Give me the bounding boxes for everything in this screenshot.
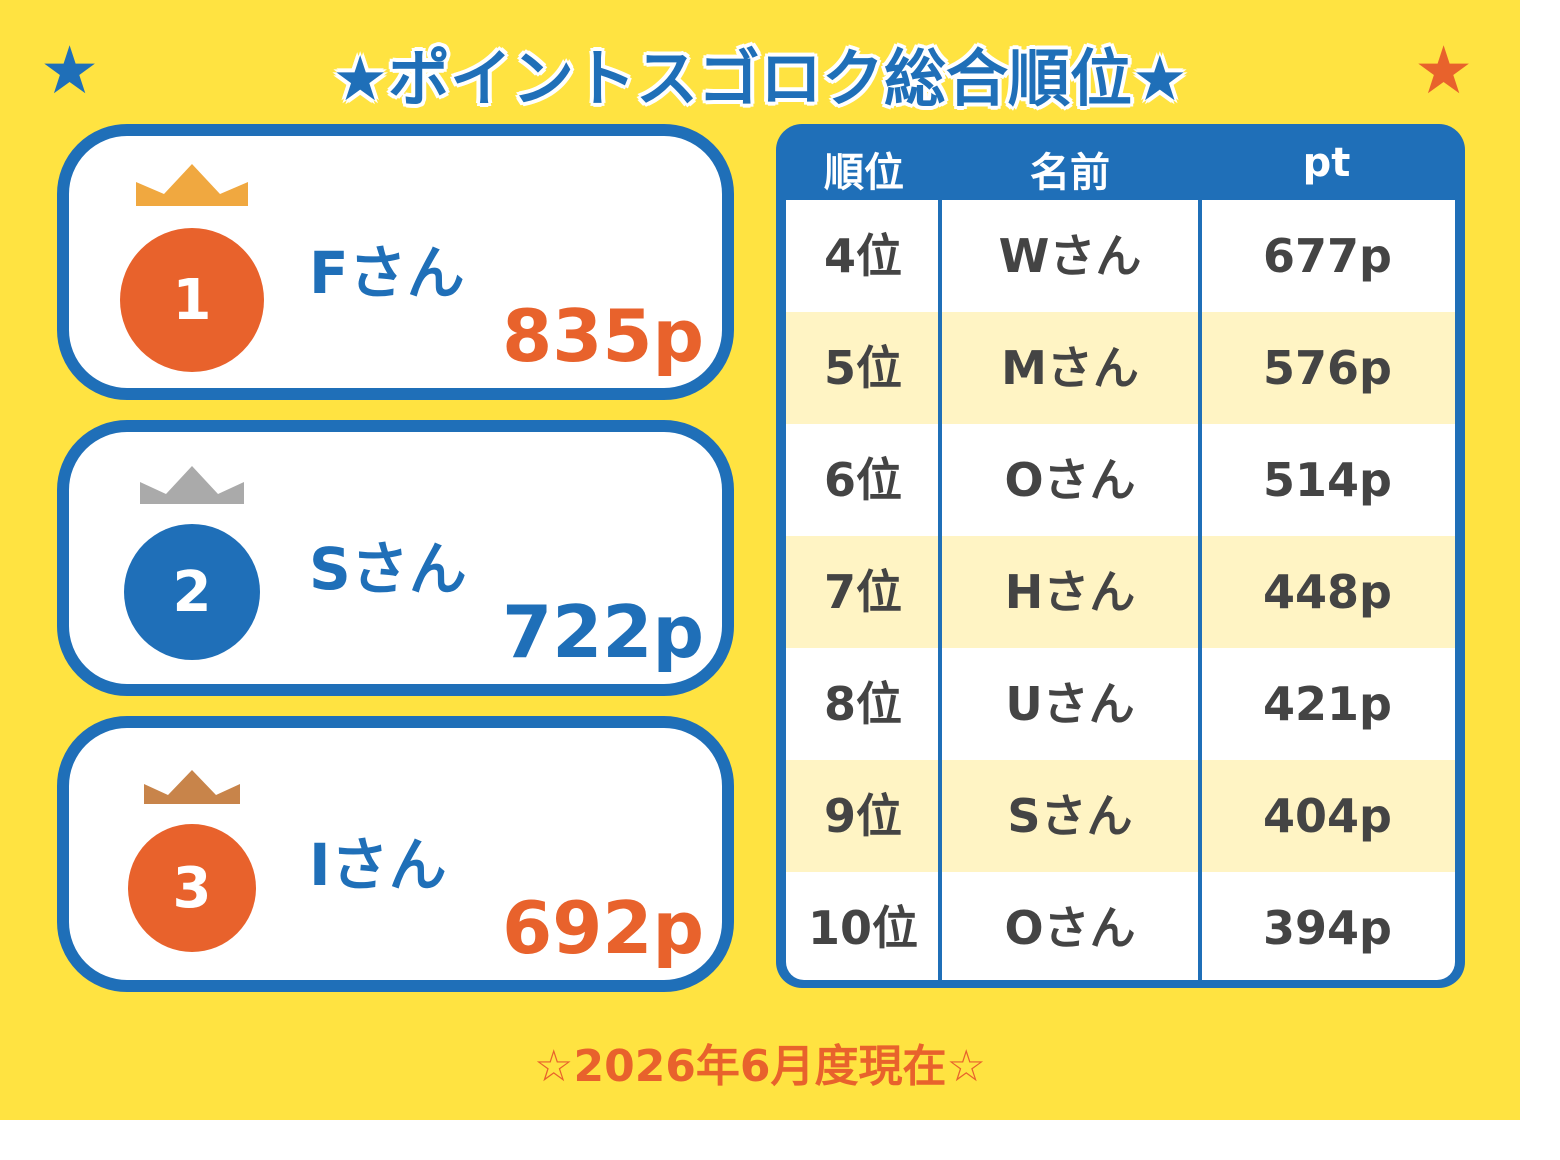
podium-name-1: Fさん [309,239,465,307]
row-name: Hさん [1004,565,1136,619]
podium-points-2: 722p [502,590,704,674]
podium-points-1: 835p [502,294,704,378]
row-pt: 514p [1263,453,1392,507]
row-name: Sさん [1007,789,1133,843]
row-rank: 9位 [823,789,902,843]
footer-date: ☆2026年6月度現在☆ [534,1041,986,1092]
column-divider [938,200,942,980]
header-name: 名前 [1030,150,1110,196]
row-rank: 4位 [823,229,902,283]
row-pt: 404p [1263,789,1392,843]
row-rank: 7位 [823,565,902,619]
table-row: 8位 Uさん 421p [786,648,1455,760]
right-star-icon: ★ [1414,32,1474,109]
podium-name-2: Sさん [309,535,467,603]
medal-3: 3 [128,824,256,952]
row-name: Oさん [1004,901,1136,955]
table-row: 9位 Sさん 404p [786,760,1455,872]
left-star-icon: ★ [40,32,100,109]
row-rank: 5位 [823,341,902,395]
ranking-board: ★ ★ ★ポイントスゴロク総合順位★ 1 Fさん 835p 2 Sさん 722p… [0,0,1520,1120]
silver-crown-icon [140,466,244,504]
podium-card-3: 3 Iさん 692p [57,716,734,992]
row-name: Wさん [998,229,1142,283]
podium-name-3: Iさん [309,831,447,899]
medal-2: 2 [124,524,260,660]
row-rank: 6位 [823,453,902,507]
row-pt: 677p [1263,229,1392,283]
row-rank: 10位 [807,901,918,955]
medal-1: 1 [120,228,264,372]
table-row: 7位 Hさん 448p [786,536,1455,648]
table-row: 5位 Mさん 576p [786,312,1455,424]
header-pt: pt [1302,140,1351,186]
page-title: ★ポイントスゴロク総合順位★ [332,42,1188,115]
table-row: 10位 Oさん 394p [786,872,1455,980]
table-row: 6位 Oさん 514p [786,424,1455,536]
header-rank: 順位 [824,150,904,196]
ranking-table: 順位 名前 pt 4位 Wさん 677p 5位 Mさん 576p 6位 Oさん … [776,124,1465,988]
bronze-crown-icon [144,770,240,804]
row-pt: 576p [1263,341,1392,395]
row-pt: 421p [1263,677,1392,731]
row-pt: 448p [1263,565,1392,619]
podium-card-2: 2 Sさん 722p [57,420,734,696]
column-divider [1198,200,1202,980]
row-name: Oさん [1004,453,1136,507]
row-pt: 394p [1263,901,1392,955]
row-rank: 8位 [823,677,902,731]
table-body: 4位 Wさん 677p 5位 Mさん 576p 6位 Oさん 514p 7位 H… [786,200,1455,980]
table-header: 順位 名前 pt [776,124,1465,202]
gold-crown-icon [136,164,248,206]
row-name: Uさん [1005,677,1135,731]
podium-points-3: 692p [502,886,704,970]
row-name: Mさん [1001,341,1139,395]
podium-card-1: 1 Fさん 835p [57,124,734,400]
table-row: 4位 Wさん 677p [786,200,1455,312]
